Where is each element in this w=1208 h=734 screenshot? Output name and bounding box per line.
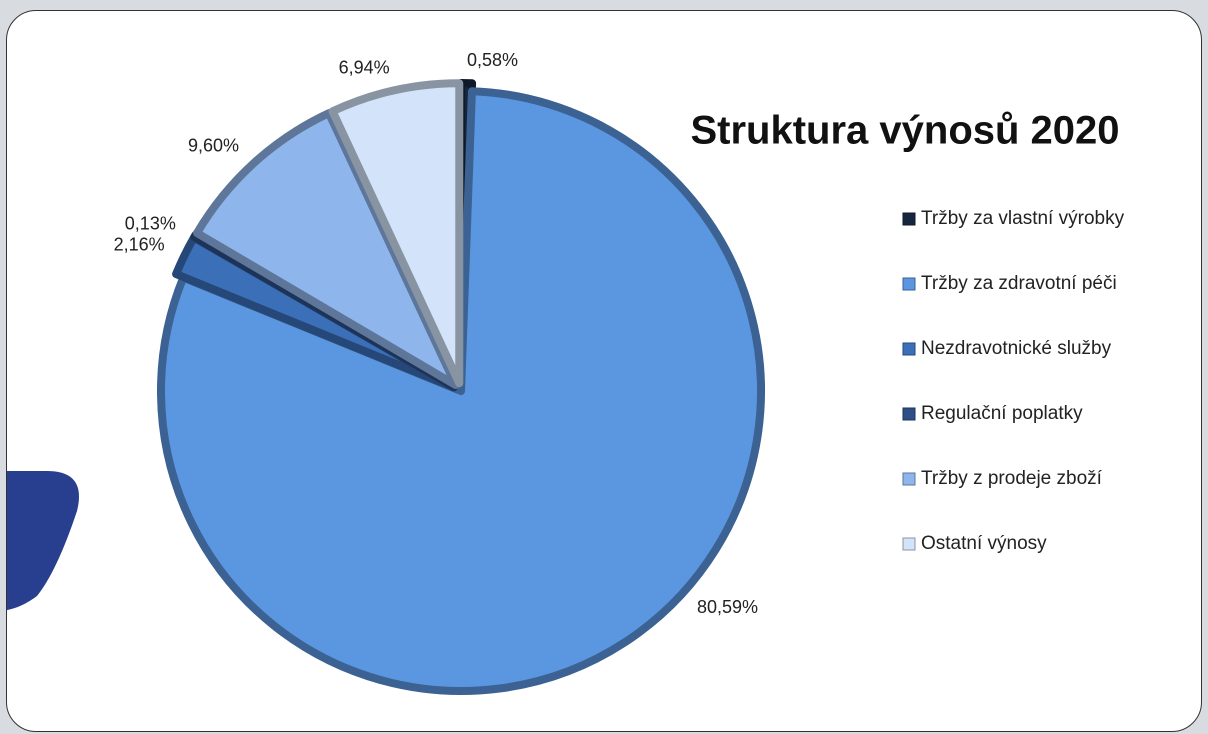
legend-swatch <box>902 472 916 486</box>
data-label: 9,60% <box>188 136 239 156</box>
legend-swatch <box>902 537 916 551</box>
legend-label: Ostatní výnosy <box>921 533 1047 554</box>
data-label: 0,13% <box>125 214 176 234</box>
data-label: 0,58% <box>467 50 518 70</box>
legend-swatch <box>902 212 916 226</box>
chart-title: Struktura výnosů 2020 <box>690 109 1119 153</box>
legend-label: Tržby z prodeje zboží <box>921 468 1103 489</box>
legend-swatch <box>902 342 916 356</box>
pie <box>157 79 765 695</box>
pie-slice <box>157 87 765 695</box>
legend-swatch <box>902 407 916 421</box>
legend: Tržby za vlastní výrobky Tržby za zdravot… <box>902 208 1125 554</box>
data-label: 80,59% <box>697 597 758 617</box>
data-label: 2,16% <box>114 235 165 255</box>
data-label: 6,94% <box>339 58 390 78</box>
legend-label: Tržby za vlastní výrobky <box>921 208 1125 229</box>
card: Struktura výnosů 2020 Tržby za vlastní v… <box>6 10 1202 732</box>
pie-slice <box>328 79 464 388</box>
legend-label: Nezdravotnické služby <box>921 338 1112 359</box>
pie-slice <box>193 109 460 390</box>
legend-label: Regulační poplatky <box>921 403 1083 424</box>
decor-shape <box>7 471 79 611</box>
legend-label: Tržby za zdravotní péči <box>921 273 1117 294</box>
chart: Struktura výnosů 2020 Tržby za vlastní v… <box>7 50 1125 695</box>
legend-swatch <box>902 277 916 291</box>
